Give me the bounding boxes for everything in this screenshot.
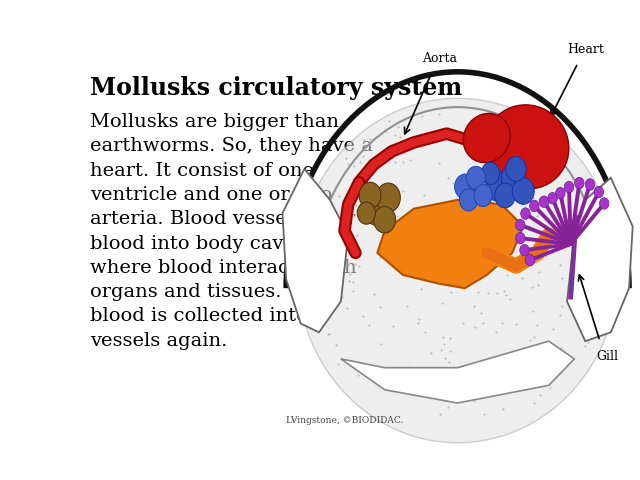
- Ellipse shape: [297, 98, 618, 443]
- Circle shape: [525, 254, 534, 266]
- Circle shape: [520, 244, 529, 256]
- Circle shape: [515, 219, 525, 231]
- Text: Aorta: Aorta: [422, 52, 457, 65]
- Circle shape: [467, 166, 485, 189]
- Text: Mollusks circulatory system: Mollusks circulatory system: [90, 76, 462, 100]
- Circle shape: [506, 156, 526, 181]
- Circle shape: [556, 187, 565, 199]
- Circle shape: [460, 189, 477, 211]
- Circle shape: [529, 200, 539, 212]
- Circle shape: [540, 196, 548, 207]
- Polygon shape: [282, 169, 348, 332]
- Circle shape: [495, 183, 515, 208]
- Circle shape: [481, 162, 500, 184]
- Circle shape: [575, 177, 584, 189]
- Circle shape: [454, 174, 475, 199]
- Polygon shape: [567, 178, 633, 341]
- Circle shape: [600, 198, 609, 209]
- Circle shape: [474, 184, 492, 206]
- Ellipse shape: [463, 113, 510, 163]
- Circle shape: [548, 192, 557, 204]
- Circle shape: [586, 179, 595, 190]
- Circle shape: [521, 208, 530, 219]
- Polygon shape: [378, 200, 524, 288]
- Circle shape: [564, 181, 573, 193]
- Circle shape: [376, 183, 401, 212]
- Ellipse shape: [485, 105, 569, 189]
- Circle shape: [501, 165, 524, 191]
- Circle shape: [364, 192, 391, 226]
- Circle shape: [516, 232, 525, 244]
- Polygon shape: [341, 341, 574, 403]
- Text: Heart: Heart: [567, 43, 604, 56]
- Text: Gill: Gill: [596, 350, 618, 363]
- Circle shape: [594, 186, 604, 198]
- Text: LVingstone, ©BIODIDAC.: LVingstone, ©BIODIDAC.: [286, 416, 403, 425]
- Circle shape: [357, 202, 376, 224]
- Circle shape: [513, 178, 534, 204]
- Text: Mollusks are bigger than
earthworms. So, they have a
heart. It consist of one
ve: Mollusks are bigger than earthworms. So,…: [90, 113, 372, 350]
- Circle shape: [359, 182, 381, 209]
- Circle shape: [486, 172, 510, 201]
- Circle shape: [374, 206, 396, 233]
